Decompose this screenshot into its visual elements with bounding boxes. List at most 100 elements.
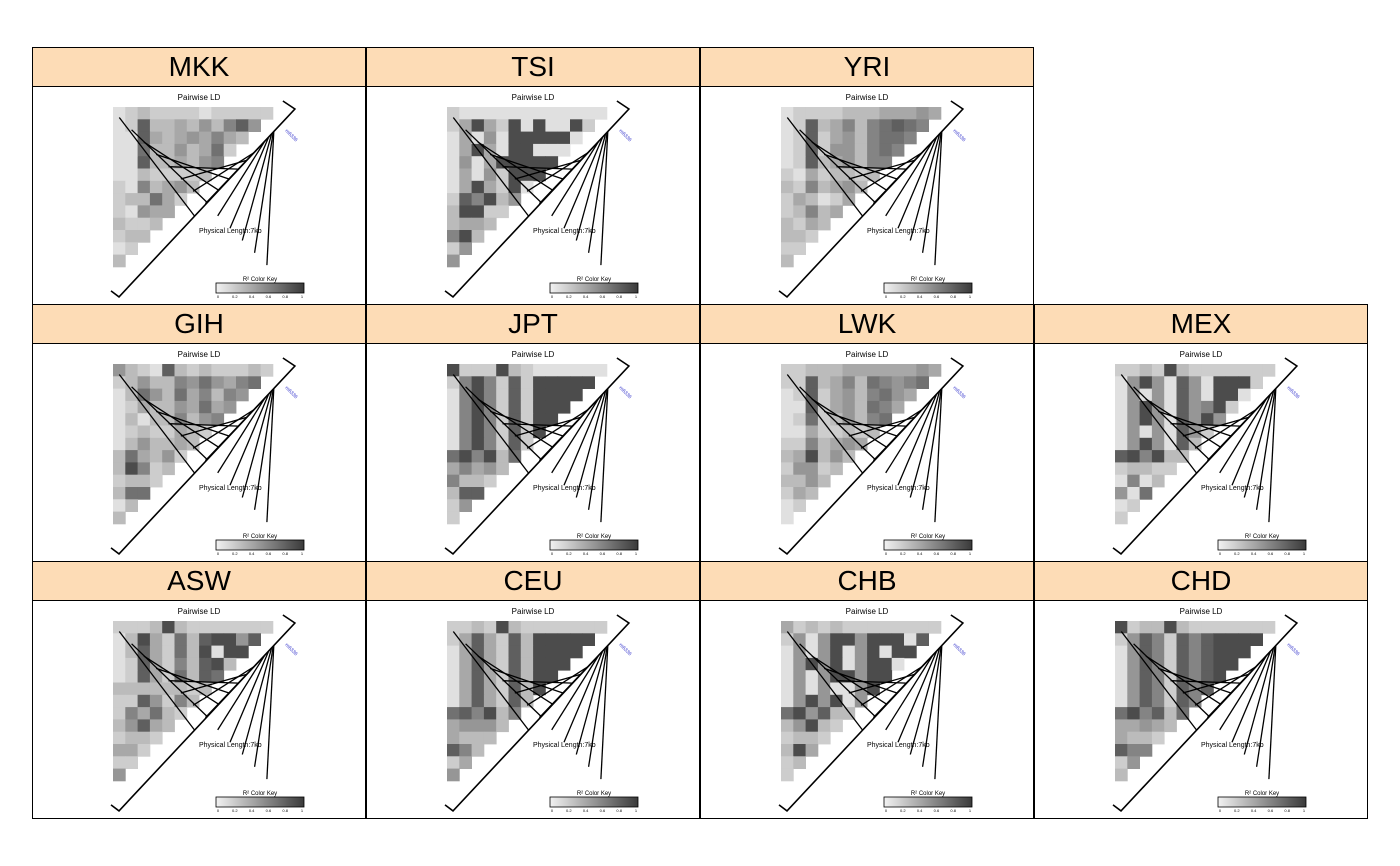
snp-connector bbox=[1182, 416, 1250, 437]
ld-cell bbox=[137, 462, 151, 476]
snp-connector bbox=[477, 141, 554, 191]
ld-cell bbox=[199, 156, 212, 169]
ld-cell bbox=[1238, 633, 1251, 646]
snp-connector bbox=[1133, 643, 1210, 718]
ld-cell bbox=[1115, 413, 1128, 426]
ld-cell bbox=[113, 388, 126, 402]
ld-cell bbox=[1188, 645, 1202, 659]
ld-cell bbox=[557, 376, 571, 389]
ld-cell bbox=[879, 388, 893, 402]
ld-cell bbox=[520, 657, 534, 671]
ld-cell bbox=[483, 694, 497, 708]
ld-cell bbox=[162, 376, 175, 389]
ld-cell bbox=[1115, 694, 1128, 708]
ld-cell bbox=[496, 645, 509, 659]
ld-cell bbox=[781, 768, 794, 782]
panel-ceu: CEU Pairwise LD rs6336 Physical Length:7kb R… bbox=[366, 561, 700, 819]
ld-cell bbox=[891, 633, 905, 646]
color-key-tick: 0.8 bbox=[616, 551, 622, 556]
population-label: JPT bbox=[367, 305, 699, 344]
ld-cell bbox=[508, 364, 522, 377]
ld-cell bbox=[1176, 388, 1190, 402]
ld-cell bbox=[496, 388, 509, 402]
ld-cell bbox=[248, 119, 261, 132]
ld-cell bbox=[817, 217, 831, 231]
ld-cell bbox=[916, 119, 929, 132]
ld-cell bbox=[891, 143, 905, 157]
ld-cell bbox=[149, 707, 163, 720]
ld-cell bbox=[904, 107, 917, 120]
ld-cell bbox=[211, 657, 225, 671]
ld-cell bbox=[854, 364, 868, 377]
ld-cell bbox=[916, 364, 929, 377]
ld-cell bbox=[496, 131, 509, 145]
ld-cell bbox=[113, 242, 126, 255]
ld-cell bbox=[1213, 388, 1227, 402]
ld-cell bbox=[471, 474, 485, 488]
ld-cell bbox=[879, 645, 893, 659]
snp-connector bbox=[860, 152, 923, 192]
ld-cell bbox=[854, 107, 868, 120]
ld-cell bbox=[557, 131, 571, 145]
ld-cell bbox=[113, 768, 126, 782]
ld-cell bbox=[1262, 621, 1276, 634]
color-key-tick: 1 bbox=[969, 808, 972, 813]
ld-cell bbox=[1115, 487, 1128, 500]
ld-cell bbox=[817, 364, 831, 377]
ld-cell bbox=[113, 119, 126, 132]
snp-connector bbox=[502, 680, 573, 684]
ld-cell bbox=[186, 131, 200, 145]
ld-cell bbox=[149, 388, 163, 402]
ld-cell bbox=[533, 645, 546, 659]
ld-cell bbox=[459, 437, 472, 451]
ld-cell bbox=[137, 719, 151, 733]
ld-cell bbox=[149, 131, 163, 145]
color-key-tick: 0.4 bbox=[917, 551, 923, 556]
ld-cell bbox=[781, 682, 794, 696]
ld-cell bbox=[805, 474, 819, 488]
ld-cell bbox=[113, 450, 126, 463]
ld-cell bbox=[1127, 657, 1140, 671]
physical-length-label: Physical Length:7kb bbox=[867, 228, 930, 235]
ld-cell bbox=[1164, 364, 1177, 377]
color-key-tick: 0.2 bbox=[900, 551, 906, 556]
snp-connector bbox=[811, 398, 888, 448]
ld-cell bbox=[496, 694, 509, 708]
ld-cell bbox=[113, 376, 126, 389]
snp-connector bbox=[563, 393, 604, 486]
ld-cell bbox=[842, 107, 856, 120]
ld-cell bbox=[1115, 437, 1128, 451]
panel-gih: GIH Pairwise LD rs6336 Physical Length:7kb R… bbox=[32, 304, 366, 562]
ld-cell bbox=[545, 645, 559, 659]
ld-cell bbox=[483, 450, 497, 463]
ld-cell bbox=[211, 143, 225, 157]
ld-cell bbox=[496, 107, 509, 120]
snp-connector bbox=[465, 643, 542, 718]
snp-connector bbox=[118, 117, 196, 217]
color-key-tick: 0 bbox=[885, 551, 888, 556]
ld-cell bbox=[223, 621, 237, 634]
ld-cell bbox=[223, 143, 237, 157]
ld-cell bbox=[793, 707, 806, 720]
ld-cell bbox=[545, 143, 559, 157]
ld-cell bbox=[1225, 376, 1239, 389]
ld-cell bbox=[483, 119, 497, 132]
ld-cell bbox=[236, 119, 249, 132]
ld-cell bbox=[1164, 621, 1177, 634]
ld-cell bbox=[447, 168, 460, 182]
ld-cell bbox=[805, 205, 819, 219]
ld-cell bbox=[496, 143, 509, 157]
ld-cell bbox=[113, 180, 126, 194]
ld-cell bbox=[113, 499, 126, 512]
ld-cell bbox=[1115, 682, 1128, 696]
ld-cell bbox=[508, 621, 522, 634]
ld-cell bbox=[781, 217, 794, 231]
snp-connector bbox=[551, 140, 600, 217]
snp-connector bbox=[587, 132, 608, 253]
ld-cell bbox=[1115, 621, 1128, 634]
ld-cell bbox=[793, 487, 806, 500]
ld-cell bbox=[447, 731, 460, 745]
ld-cell bbox=[447, 437, 460, 451]
snp-connector bbox=[1145, 398, 1222, 448]
ld-cell bbox=[781, 499, 794, 512]
